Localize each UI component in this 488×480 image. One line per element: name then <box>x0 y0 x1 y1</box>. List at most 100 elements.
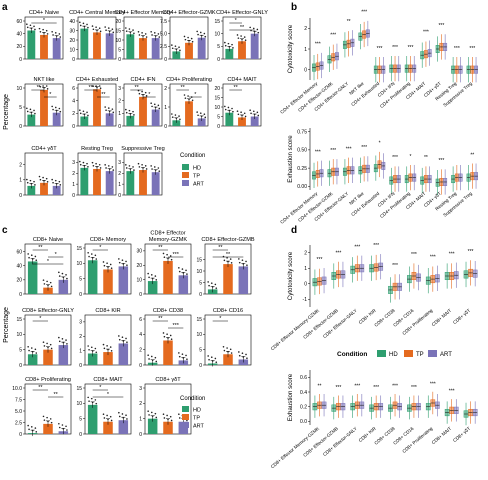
sample-point <box>62 341 65 344</box>
sample-point <box>145 36 148 38</box>
sample-point <box>242 356 245 358</box>
sample-point <box>129 112 132 115</box>
sample-point <box>214 357 217 360</box>
y-tick-label: 40 <box>16 31 22 37</box>
chart-title: CD4+ Effector-GNLY <box>216 10 268 16</box>
sample-point <box>150 31 152 33</box>
sample-point <box>184 97 187 99</box>
sample-point <box>145 95 148 97</box>
sample-point <box>183 94 186 96</box>
y-tick-label: 5 <box>217 44 220 50</box>
sample-point <box>151 105 153 108</box>
sample-point <box>79 109 81 111</box>
sig-label: ** <box>347 19 351 25</box>
sample-point <box>95 402 98 405</box>
y-tick-label: 0 <box>118 124 121 130</box>
y-tick-label: 15 <box>214 19 220 25</box>
sample-point <box>95 85 97 87</box>
sample-point <box>105 109 107 111</box>
bar-chart-cd8-cd16: CD8+ CD16 0 5 10 15 * <box>196 308 252 369</box>
sample-point <box>203 32 206 35</box>
sample-point <box>162 252 165 255</box>
sample-point <box>121 336 124 338</box>
y-tick-label: 0 <box>19 57 22 63</box>
y-tick-label: 1 <box>72 182 75 188</box>
sig-label: * <box>43 18 46 24</box>
bar-tp <box>139 170 147 195</box>
chart-title: Memory-GZMK <box>149 237 187 243</box>
sample-point <box>132 166 134 168</box>
sig-label: *** <box>335 385 341 391</box>
sample-point <box>65 425 67 428</box>
bar-hd <box>172 120 181 126</box>
bar-chart-cd4-effector-gnly: CD4+ Effector-GNLY 0 5 10 15 *** <box>214 10 268 63</box>
sig-label: *** <box>392 155 398 161</box>
sample-point <box>112 169 115 171</box>
y-tick-label: 5 <box>217 114 220 120</box>
y-tick-label: 0 <box>139 432 142 438</box>
sample-point <box>170 258 173 261</box>
sample-point <box>26 23 28 26</box>
sample-point <box>86 23 88 26</box>
sample-point <box>128 109 131 112</box>
y-tick-label: 0 <box>19 292 22 298</box>
chart-title: CD8+ Effector-GNLY <box>22 308 74 314</box>
y-axis-label-a: Percentage <box>3 94 10 130</box>
sig-label: *** <box>361 10 367 16</box>
legend-c-label-art: ART <box>193 424 205 430</box>
sample-point <box>187 36 189 39</box>
bar-art <box>105 33 114 59</box>
sample-point <box>155 279 158 281</box>
sample-point <box>35 259 38 261</box>
sig-label: * <box>47 259 50 265</box>
legend-c: Condition HD TP ART <box>180 396 205 430</box>
sample-point <box>154 106 157 109</box>
y-tick-label: 2 <box>164 86 167 92</box>
sample-point <box>236 110 239 112</box>
legend-c-swatch-hd <box>182 406 189 412</box>
sample-point <box>204 35 207 38</box>
sample-point <box>107 27 110 29</box>
sample-point <box>250 112 252 115</box>
sample-point <box>122 340 125 342</box>
sig-label: ** <box>89 85 94 91</box>
sample-point <box>138 92 141 95</box>
sample-point <box>43 32 45 34</box>
y-tick-label: 60 <box>16 249 22 255</box>
sample-point <box>45 177 48 180</box>
sample-point <box>199 31 202 34</box>
sample-point <box>227 350 229 353</box>
sig-label: ** <box>234 85 239 91</box>
y-tick-label: 5.0 <box>160 31 167 37</box>
legend-a-swatch-hd <box>182 164 189 170</box>
sample-point <box>118 338 121 341</box>
sample-point <box>38 175 41 178</box>
y-tick-label: 10 <box>76 261 82 267</box>
y-tick-label: 0 <box>118 193 121 199</box>
sample-point <box>132 110 134 113</box>
sig-label: ** <box>38 385 43 391</box>
sample-point <box>35 431 38 433</box>
y-tick-label: 5 <box>79 276 82 282</box>
sample-point <box>91 161 94 164</box>
y-tick-label: 0 <box>164 57 167 63</box>
y-tick-label: 20 <box>69 38 75 44</box>
sample-point <box>249 109 251 111</box>
sample-point <box>125 164 127 166</box>
sample-point <box>210 356 213 359</box>
legend-d-swatch-hd <box>377 350 386 357</box>
sample-point <box>122 416 125 419</box>
chart-title: CD4+ MAIT <box>227 77 257 83</box>
sample-point <box>109 415 112 418</box>
sig-label: ** <box>318 384 322 390</box>
sample-point <box>118 415 121 418</box>
sample-point <box>106 345 108 347</box>
sample-point <box>128 28 131 30</box>
sample-point <box>29 179 32 182</box>
sample-point <box>185 354 187 357</box>
sample-point <box>151 415 154 417</box>
sample-point <box>151 277 154 280</box>
y-tick-label: 0 <box>217 57 220 63</box>
bar-chart-cd4-naive: CD4+ Naive 0 20 40 60 * <box>16 10 64 63</box>
sample-point <box>223 259 226 262</box>
